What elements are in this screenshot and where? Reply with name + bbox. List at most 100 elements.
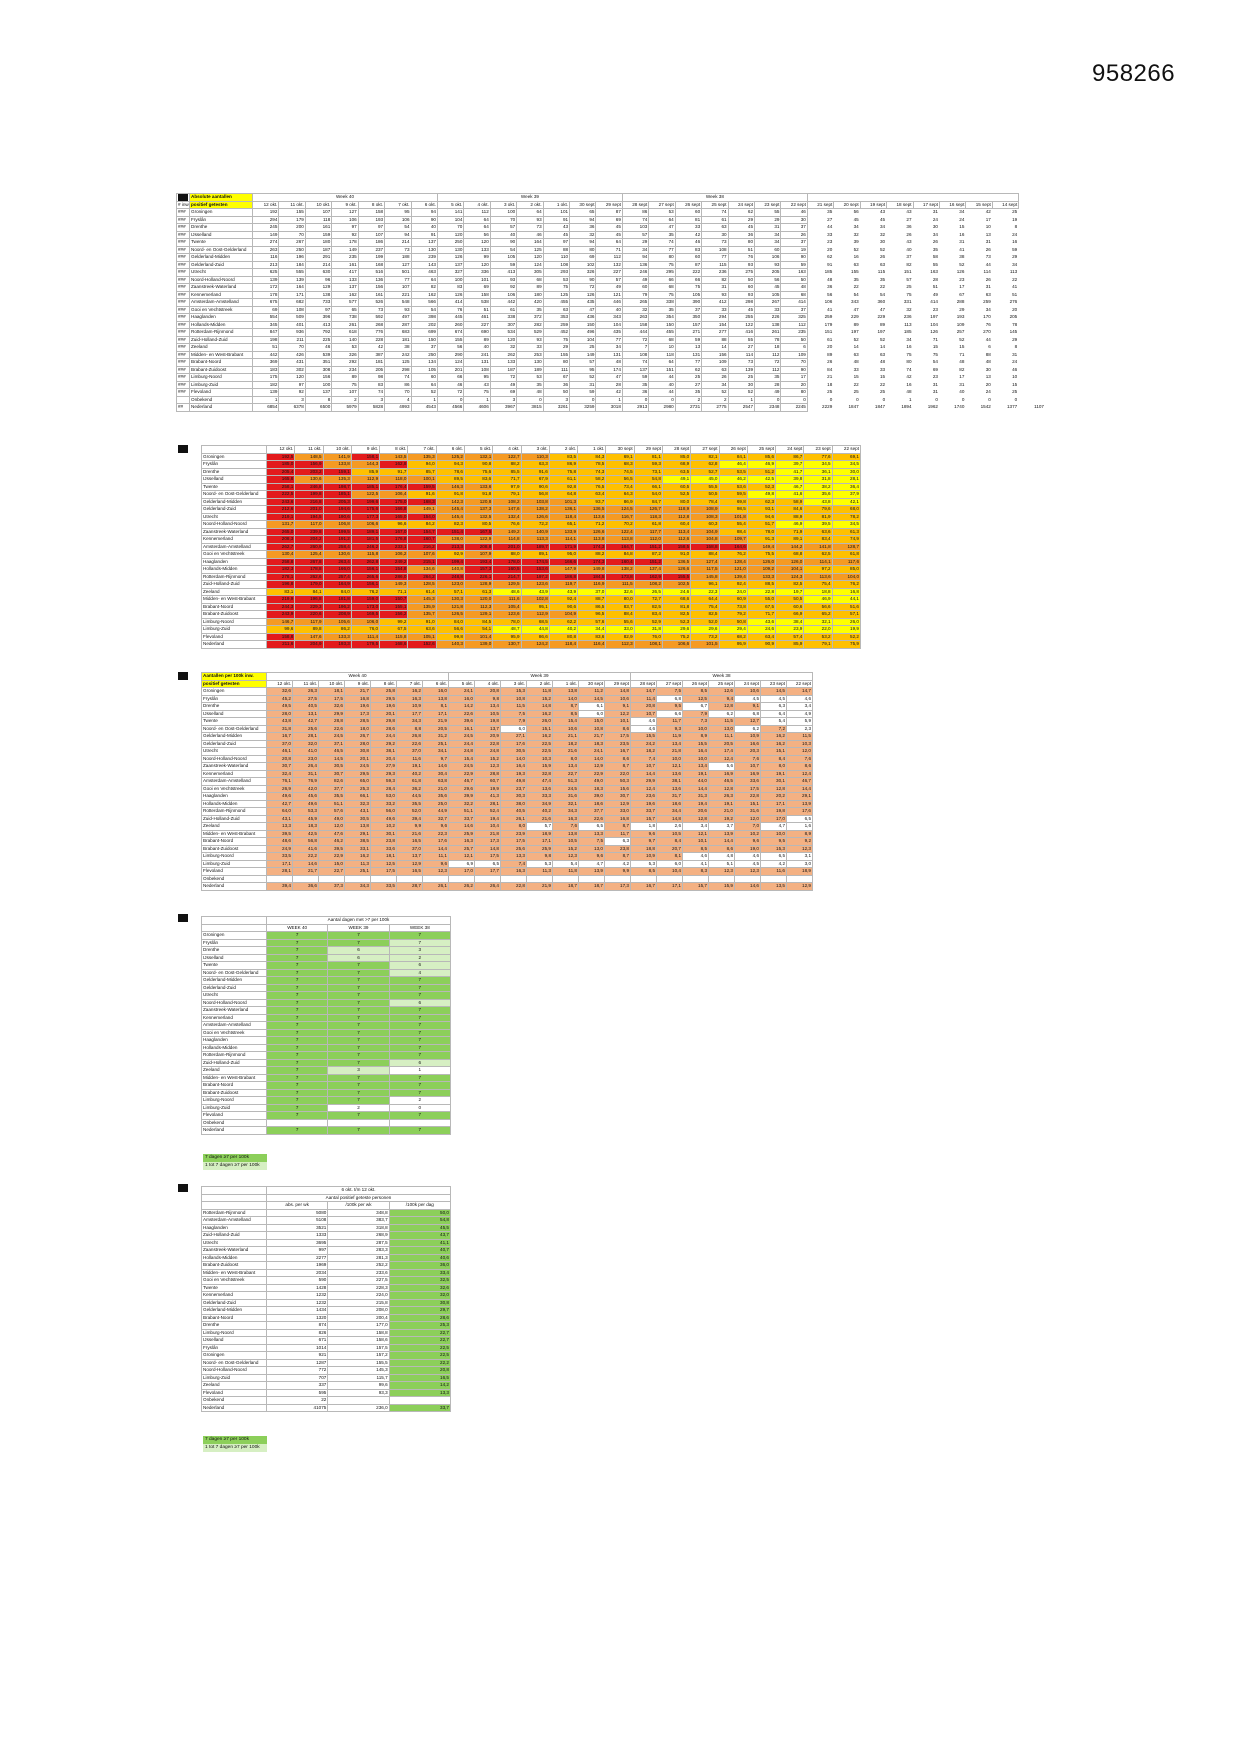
count-cell: 436 — [569, 313, 597, 322]
count-cell: 91 — [410, 230, 438, 239]
heatmap-cell: 81,8 — [661, 602, 692, 611]
population-cell: ### — [176, 275, 190, 284]
region-name: Fryslân — [201, 460, 267, 469]
count-cell: 37 — [674, 305, 703, 314]
count-cell: 31 — [701, 283, 729, 292]
empty-cell — [1018, 388, 1046, 397]
count-cell: 24 — [991, 230, 1020, 239]
per-100k-cell: 16,5 — [396, 837, 423, 846]
count-cell: 126 — [912, 328, 940, 337]
count-cell: 229 — [859, 313, 888, 322]
per-100k-cell: 9,5 — [760, 837, 787, 846]
heatmap-cell: 62,8 — [690, 460, 720, 469]
heatmap-cell: 48,6 — [492, 587, 522, 596]
heatmap-cell: 24,6 — [746, 625, 777, 634]
region-name: Haaglanden — [201, 792, 267, 801]
population-cell: ### — [176, 335, 190, 344]
per-100k-cell: 29,3 — [370, 769, 397, 778]
per-100k-cell: 13,4 — [656, 739, 683, 748]
heatmap-cell: 135,3 — [407, 452, 437, 461]
heatmap-cell: 84,3 — [577, 452, 607, 461]
per-100k-cell: 12,3 — [552, 852, 579, 861]
heatmap-cell: 190,6 — [322, 512, 352, 521]
population-cell: ### — [176, 230, 190, 239]
heatmap-cell: 141,8 — [803, 542, 833, 551]
per-100k-cell: 12,3 — [734, 867, 761, 876]
count-cell: 0 — [648, 395, 676, 404]
table-row: Groningen 192,5 148,5 141,9 158,1 143,5 135,3 1… — [201, 452, 862, 461]
heatmap-cell: 68,8 — [775, 550, 805, 559]
heatmap-cell: 101,3 — [548, 497, 579, 506]
count-cell: 34 — [833, 223, 861, 232]
per-100k-cell: 10,6 — [734, 687, 761, 696]
summary-cell: 208,0 — [327, 1306, 390, 1315]
per-100k-cell: 13,4 — [474, 702, 501, 711]
per-100k-cell — [318, 874, 345, 883]
per-100k-cell: 11,7 — [604, 829, 631, 838]
per-100k-cell: 30,5 — [318, 762, 345, 771]
heatmap-cell: 52,0 — [690, 617, 720, 626]
count-cell: 95 — [384, 208, 412, 217]
per-100k-cell: 6,9 — [448, 859, 475, 868]
heatmap-cell: 167,0 — [379, 527, 409, 536]
count-cell: 0 — [569, 395, 597, 404]
summary-cell: 707 — [265, 1373, 329, 1382]
per-100k-cell: 39,4 — [396, 814, 423, 823]
date-header: 14 sept — [991, 200, 1020, 209]
region-name: Haaglanden — [201, 1223, 267, 1232]
summary-cell: 228,3 — [327, 1283, 390, 1292]
heatmap-cell: 144,2 — [775, 542, 805, 551]
heatmap-cell: 150,7 — [379, 595, 409, 604]
count-cell: 74 — [886, 365, 914, 374]
per-100k-cell: 17,1 — [526, 837, 553, 846]
count-cell: 326 — [569, 268, 597, 277]
empty-cell — [1018, 305, 1046, 314]
date-header: 5 okt. — [436, 200, 465, 209]
count-cell: 108 — [701, 245, 729, 254]
heatmap-cell: 147,6 — [492, 505, 522, 514]
heatmap-cell: 112,9 — [350, 475, 381, 484]
count-cell: 15 — [938, 343, 967, 352]
heatmap-cell: 181,8 — [322, 595, 352, 604]
per-100k-cell: 9,1 — [734, 702, 761, 711]
heatmap-cell: 104,8 — [690, 535, 720, 544]
table-row: Noord- en Oost-Gelderland 7 7 4 — [201, 968, 452, 977]
per-100k-cell: 2,3 — [786, 724, 813, 733]
count-cell: 270 — [965, 328, 993, 337]
count-cell: 97 — [357, 223, 386, 232]
count-cell: 326 — [331, 350, 359, 359]
count-cell: 263 — [621, 313, 650, 322]
region-name: Nederland — [201, 882, 267, 891]
date-header: 10 okt. — [318, 679, 345, 688]
per-100k-cell: 6,1 — [578, 702, 605, 711]
count-cell: 6500 — [304, 403, 333, 412]
per-100k-cell: 22,8 — [500, 882, 527, 891]
count-cell: 35 — [648, 305, 676, 314]
count-cell: 516 — [357, 268, 386, 277]
summary-cell: 32,5 — [388, 1276, 452, 1285]
per-100k-cell — [500, 874, 527, 883]
count-cell: 125 — [542, 290, 571, 299]
per-100k-cell: 13,4 — [682, 762, 709, 771]
table-row: ### Zeeland 51 70 46 53 42 38 37 56 40 32 33 29 25 34 7 1… — [176, 343, 1046, 352]
per-100k-cell: 9,6 — [630, 829, 657, 838]
count-cell: 54 — [912, 358, 940, 367]
count-cell: 49 — [754, 388, 782, 397]
heatmap-cell: 116,9 — [577, 580, 607, 589]
table-row: ### Gooi en Vechtstreek 69 108 97 65 73 93 54 76 5… — [176, 305, 1046, 314]
heatmap-cell: 113,3 — [520, 535, 550, 544]
table-row: Brabant-Zuidoost 1969 252,2 36,0 — [201, 1261, 452, 1270]
count-cell: 23 — [938, 275, 967, 284]
region-name: Onbekend — [201, 874, 267, 883]
count-cell: 302 — [278, 365, 306, 374]
region-name: Haaglanden — [201, 557, 267, 566]
population-cell: ### — [176, 320, 190, 329]
per-100k-cell: 28,1 — [474, 799, 501, 808]
summary-cell: 1287 — [265, 1358, 329, 1367]
summary-cell: 826 — [265, 1328, 329, 1337]
region-name: Utrecht — [201, 512, 267, 521]
heatmap-cell: 78,0 — [746, 527, 777, 536]
legend-green: 7 dagen ≥7 per 100k — [203, 1436, 267, 1444]
per-100k-cell: 15,2 — [552, 844, 579, 853]
per-100k-cell: 14,8 — [526, 702, 553, 711]
